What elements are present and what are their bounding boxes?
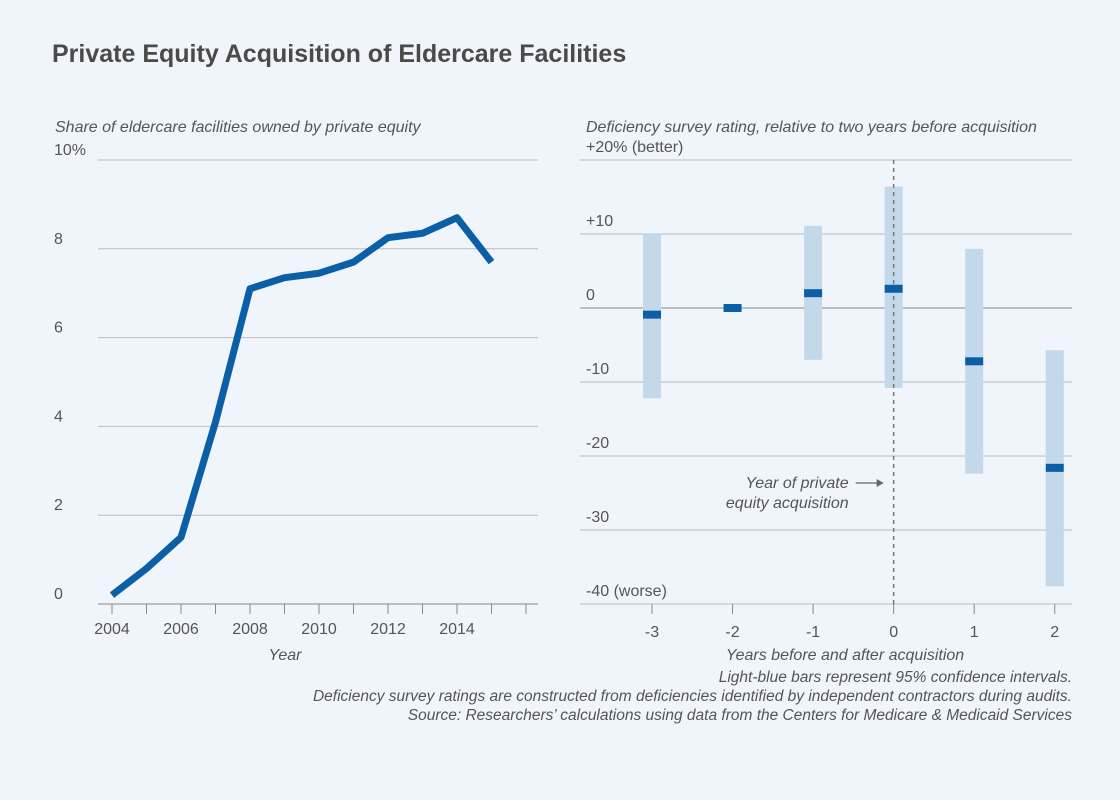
note-ci: Light-blue bars represent 95% confidence… bbox=[718, 669, 1072, 686]
y-tick-label: 10% bbox=[54, 142, 86, 159]
left-x-axis-label: Year bbox=[269, 647, 303, 664]
annotation-line-2: equity acquisition bbox=[726, 495, 849, 512]
y-tick-label: +20% (better) bbox=[586, 139, 683, 156]
x-tick-label: 2010 bbox=[301, 621, 337, 638]
x-tick-label: 2008 bbox=[232, 621, 268, 638]
y-tick-label: -20 bbox=[586, 435, 609, 452]
x-tick-label: 2004 bbox=[94, 621, 130, 638]
y-tick-label: 4 bbox=[54, 408, 63, 425]
notes: Light-blue bars represent 95% confidence… bbox=[313, 668, 1072, 725]
y-tick-label: +10 bbox=[586, 213, 613, 230]
chart-title: Private Equity Acquisition of Eldercare … bbox=[52, 40, 627, 68]
point-estimate bbox=[884, 284, 903, 293]
point-estimate bbox=[804, 289, 823, 298]
y-tick-label: 0 bbox=[586, 287, 595, 304]
annotation-line-1: Year of private bbox=[745, 475, 848, 492]
right-subtitle: Deficiency survey rating, relative to tw… bbox=[586, 119, 1037, 136]
right-x-axis-label: Years before and after acquisition bbox=[726, 647, 964, 664]
x-tick-label: 1 bbox=[970, 624, 979, 641]
x-tick-label: -3 bbox=[645, 624, 659, 641]
x-tick-label: 2012 bbox=[370, 621, 406, 638]
left-subtitle: Share of eldercare facilities owned by p… bbox=[55, 119, 422, 136]
y-tick-label: -30 bbox=[586, 509, 609, 526]
x-tick-label: 2 bbox=[1050, 624, 1059, 641]
x-tick-label: -1 bbox=[806, 624, 820, 641]
point-estimate bbox=[965, 357, 984, 366]
x-tick-label: 2014 bbox=[439, 621, 475, 638]
point-estimate bbox=[643, 310, 661, 319]
annotation-arrowhead bbox=[876, 479, 884, 487]
point-estimate bbox=[723, 304, 742, 312]
x-tick-label: -2 bbox=[725, 624, 739, 641]
x-tick-label: 2006 bbox=[163, 621, 199, 638]
note-source: Source: Researchers’ calculations using … bbox=[407, 707, 1072, 724]
series-line bbox=[109, 214, 495, 598]
y-tick-label: -10 bbox=[586, 361, 609, 378]
y-tick-label: 0 bbox=[54, 586, 63, 603]
point-estimate bbox=[1045, 463, 1064, 472]
y-tick-label: 6 bbox=[54, 320, 63, 337]
y-tick-label: 8 bbox=[54, 231, 63, 248]
note-definition: Deficiency survey ratings are constructe… bbox=[312, 688, 1072, 705]
y-tick-label: -40 (worse) bbox=[586, 583, 667, 600]
y-tick-label: 2 bbox=[54, 497, 63, 514]
x-tick-label: 0 bbox=[889, 624, 898, 641]
